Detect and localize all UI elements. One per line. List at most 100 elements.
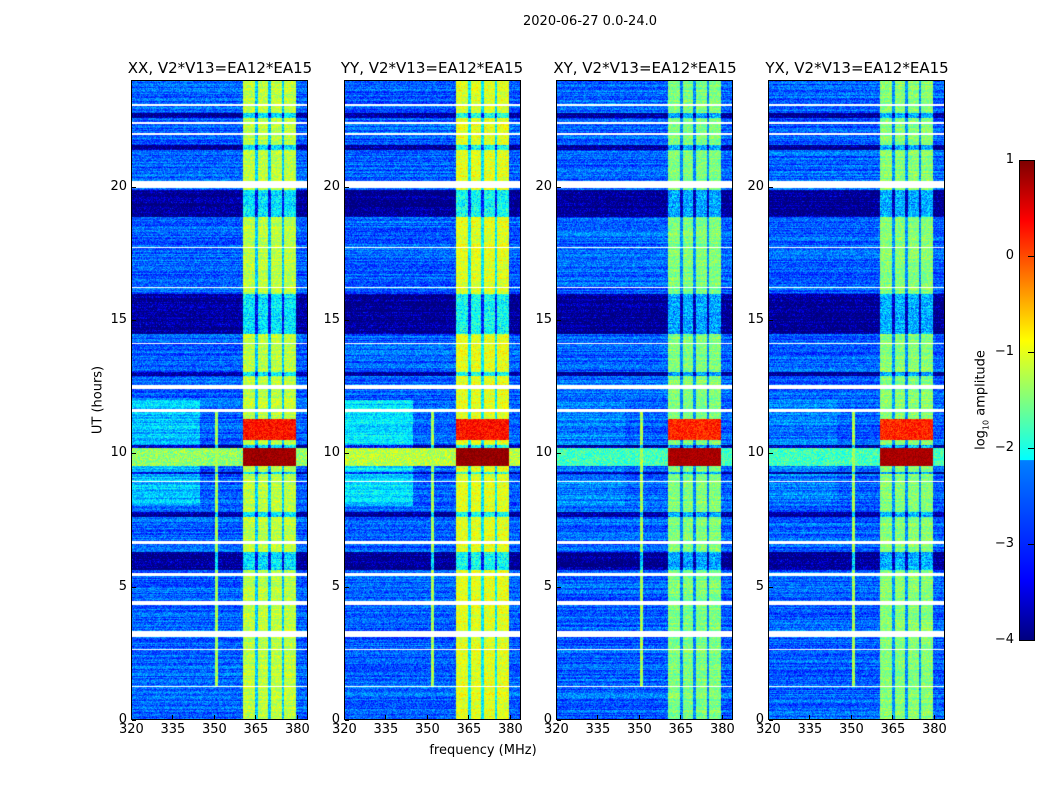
colorbar — [1019, 160, 1035, 641]
x-tick-mark — [680, 715, 682, 719]
panel-title-xx: XX, V2*V13=EA12*EA15 — [127, 59, 313, 77]
x-tick-label: 350 — [626, 722, 652, 737]
y-tick-label: 20 — [535, 178, 552, 194]
x-tick-mark — [172, 715, 174, 719]
y-tick-mark — [557, 320, 561, 321]
colorbar-tick-mark — [1028, 640, 1034, 641]
x-tick-mark — [296, 715, 298, 719]
x-tick-mark — [556, 715, 557, 719]
panel-title-yx: YX, V2*V13=EA12*EA15 — [765, 59, 949, 77]
y-tick-mark — [557, 453, 561, 455]
x-tick-label: 335 — [160, 722, 186, 737]
x-tick-mark — [933, 715, 935, 719]
y-tick-mark — [557, 186, 561, 188]
x-tick-mark — [426, 715, 428, 719]
colorbar-tick-mark — [1028, 448, 1034, 449]
panel-title-yy: YY, V2*V13=EA12*EA15 — [340, 59, 524, 77]
y-tick-label: 10 — [535, 445, 552, 461]
y-tick-mark — [345, 720, 349, 721]
y-tick-mark — [132, 720, 136, 721]
y-tick-label: 20 — [747, 178, 764, 194]
colorbar-tick-label: 0 — [1005, 248, 1014, 263]
y-tick-label: 15 — [747, 312, 764, 327]
colorbar-tick-mark — [1028, 352, 1034, 353]
colorbar-tick-label: −1 — [994, 344, 1014, 359]
x-tick-mark — [468, 715, 470, 719]
y-tick-label: 15 — [323, 312, 340, 327]
colorbar-tick-mark — [1028, 256, 1034, 257]
x-tick-label: 350 — [201, 722, 227, 737]
x-tick-mark — [721, 715, 723, 719]
colorbar-label-suffix: amplitude — [973, 350, 989, 420]
colorbar-tick-label: −3 — [994, 536, 1014, 551]
y-axis-label: UT (hours) — [90, 365, 106, 435]
y-tick-mark — [769, 453, 773, 455]
heatmap-panel-yx — [768, 80, 945, 720]
y-tick-label: 0 — [331, 712, 340, 727]
x-tick-mark — [892, 715, 894, 719]
colorbar-label-prefix: log — [973, 430, 989, 450]
x-tick-label: 365 — [668, 722, 694, 737]
y-tick-mark — [345, 586, 349, 588]
x-tick-mark — [509, 715, 511, 719]
x-tick-label: 365 — [456, 722, 482, 737]
y-tick-mark — [132, 186, 136, 188]
y-tick-mark — [132, 453, 136, 455]
heatmap-image-xx — [132, 81, 307, 719]
x-tick-label: 335 — [797, 722, 823, 737]
x-tick-label: 320 — [119, 722, 144, 737]
x-tick-mark — [131, 715, 132, 719]
y-tick-mark — [345, 186, 349, 188]
y-tick-mark — [769, 720, 773, 721]
x-tick-mark — [809, 715, 811, 719]
x-tick-label: 380 — [709, 722, 735, 737]
x-tick-label: 365 — [243, 722, 269, 737]
x-tick-label: 380 — [284, 722, 310, 737]
y-tick-mark — [769, 320, 773, 321]
y-tick-label: 10 — [110, 445, 127, 461]
y-tick-label: 20 — [323, 178, 340, 194]
x-tick-label: 335 — [373, 722, 399, 737]
y-tick-label: 0 — [755, 712, 764, 727]
x-tick-mark — [385, 715, 387, 719]
y-tick-label: 15 — [110, 312, 127, 327]
heatmap-panel-xx — [131, 80, 308, 720]
x-tick-mark — [850, 715, 852, 719]
heatmap-image-yy — [345, 81, 520, 719]
heatmap-panel-xy — [556, 80, 733, 720]
x-tick-label: 335 — [585, 722, 611, 737]
x-axis-label: frequency (MHz) — [429, 743, 537, 758]
y-tick-label: 5 — [755, 578, 764, 594]
y-tick-mark — [132, 586, 136, 588]
y-tick-mark — [345, 320, 349, 321]
x-tick-mark — [255, 715, 257, 719]
colorbar-tick-label: 1 — [1005, 152, 1014, 167]
x-tick-label: 380 — [921, 722, 947, 737]
colorbar-tick-mark — [1028, 160, 1034, 161]
x-tick-label: 350 — [838, 722, 864, 737]
x-tick-mark — [638, 715, 640, 719]
y-tick-mark — [557, 720, 561, 721]
colorbar-tick-label: −4 — [994, 632, 1014, 647]
panel-title-xy: XY, V2*V13=EA12*EA15 — [553, 59, 737, 77]
heatmap-image-xy — [557, 81, 732, 719]
x-tick-label: 320 — [544, 722, 569, 737]
x-tick-mark — [768, 715, 769, 719]
y-tick-label: 0 — [118, 712, 127, 727]
x-tick-mark — [344, 715, 345, 719]
x-tick-label: 350 — [414, 722, 440, 737]
colorbar-label-sub: 10 — [981, 419, 991, 431]
y-tick-mark — [557, 586, 561, 588]
colorbar-tick-mark — [1028, 544, 1034, 545]
y-tick-mark — [345, 453, 349, 455]
x-tick-label: 365 — [880, 722, 906, 737]
y-tick-label: 20 — [110, 178, 127, 194]
y-tick-label: 15 — [535, 312, 552, 327]
y-tick-label: 10 — [747, 445, 764, 461]
y-tick-mark — [769, 586, 773, 588]
x-tick-label: 320 — [756, 722, 781, 737]
x-tick-label: 380 — [497, 722, 523, 737]
y-tick-mark — [132, 320, 136, 321]
y-tick-label: 5 — [118, 578, 127, 594]
heatmap-image-yx — [769, 81, 944, 719]
